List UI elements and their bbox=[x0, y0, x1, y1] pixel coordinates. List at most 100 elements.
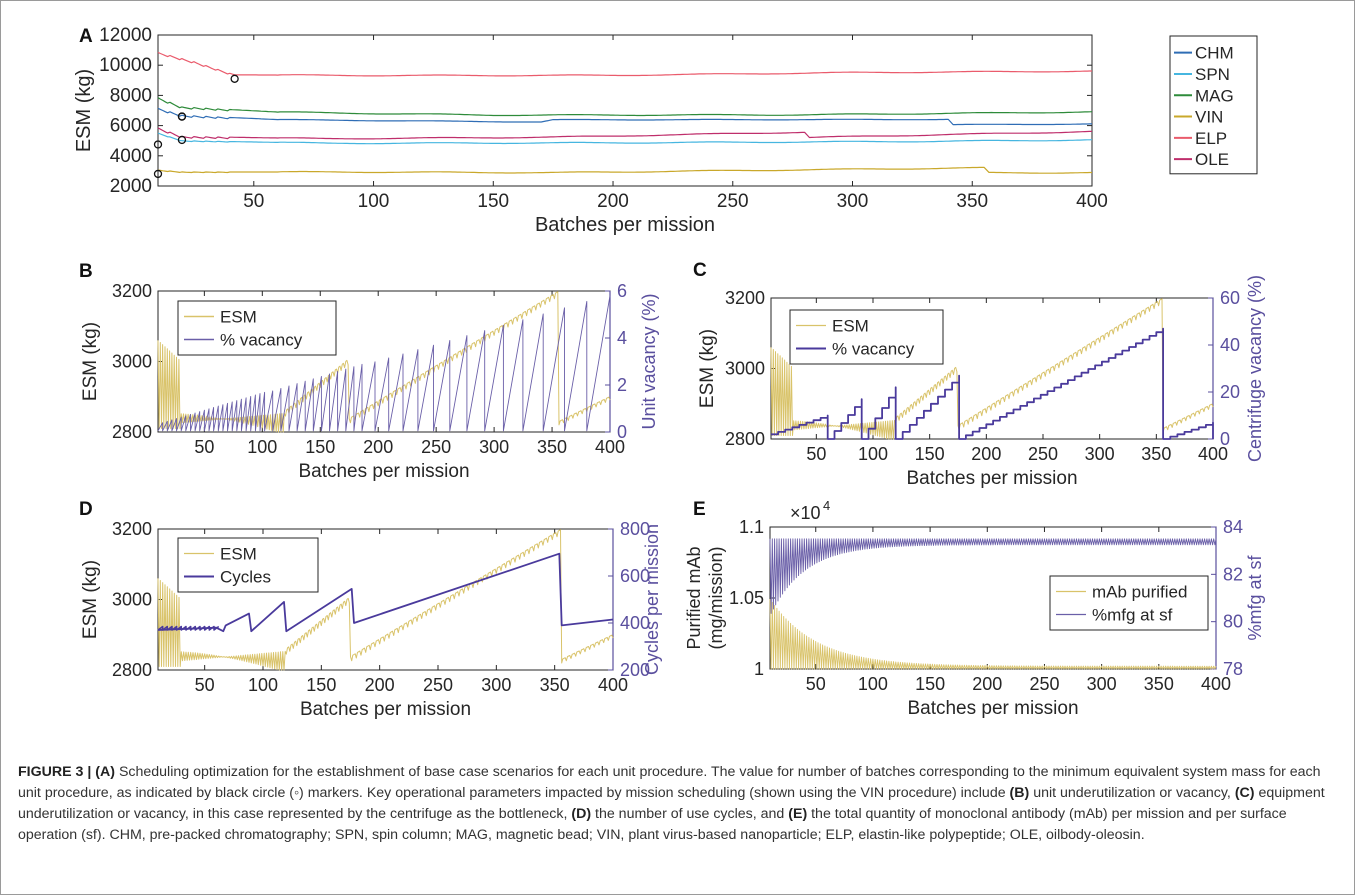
x-tick-label-b: 250 bbox=[421, 437, 451, 457]
series-line-chm bbox=[157, 107, 1092, 126]
x-tick-label-e: 200 bbox=[972, 674, 1002, 694]
legend-label: %mfg at sf bbox=[1092, 606, 1173, 625]
y-tick-label-a: 4000 bbox=[110, 146, 152, 167]
y-axis-exponent-e: ×10 bbox=[790, 503, 821, 523]
y2-axis-label-d: Cycles per mission bbox=[642, 524, 662, 675]
y2-tick-label-b: 6 bbox=[617, 281, 627, 301]
caption-text-d: the number of use cycles, and bbox=[591, 806, 789, 822]
y-tick-label-b: 3200 bbox=[112, 281, 152, 301]
plot-area-a bbox=[157, 34, 1093, 187]
legend-box-d bbox=[177, 537, 319, 593]
y-tick-label-c: 3000 bbox=[725, 359, 765, 379]
min-esm-marker-mag bbox=[177, 112, 187, 121]
x-tick-label-d: 150 bbox=[306, 675, 336, 695]
y-tick-label-d: 2800 bbox=[112, 660, 152, 680]
x-tick-label-d: 400 bbox=[598, 675, 628, 695]
y2-axis-label-c: Centrifuge vacancy (%) bbox=[1245, 275, 1265, 462]
esm-line-c bbox=[770, 298, 1214, 440]
x-tick-label-e: 400 bbox=[1201, 674, 1231, 694]
y2-tick-label-c: 0 bbox=[1220, 429, 1230, 449]
y2-tick-label-c: 60 bbox=[1220, 288, 1240, 308]
panel-label-d: D bbox=[79, 499, 93, 520]
x-tick-label-c: 250 bbox=[1028, 444, 1058, 464]
x-axis-label-a: Batches per mission bbox=[535, 214, 715, 236]
caption-label-b: (B) bbox=[1009, 785, 1030, 801]
x-tick-label-b: 350 bbox=[537, 437, 567, 457]
caption-label-e: (E) bbox=[788, 806, 808, 822]
mab-purified-line-e bbox=[769, 598, 1217, 670]
y2-axis-label-b: Unit vacancy (%) bbox=[639, 293, 659, 429]
mfg-at-sf-line-e bbox=[769, 538, 1217, 614]
y2-tick-label-d: 800 bbox=[620, 519, 650, 539]
x-axis-label-e: Batches per mission bbox=[907, 698, 1078, 719]
panel-e: 50 100 150 200 250 300 350 400 1 1.05 1.1 78 80 82 84%… bbox=[684, 498, 1265, 719]
x-tick-label-c: 100 bbox=[858, 444, 888, 464]
y2-tick-label-d: 400 bbox=[620, 613, 650, 633]
y-axis-label-b: ESM (kg) bbox=[80, 322, 101, 401]
legend-label: ESM bbox=[220, 545, 257, 564]
cycles-line-d bbox=[157, 552, 614, 633]
caption-text-c: equipment underutilization or vacancy, i… bbox=[18, 785, 1325, 822]
x-tick-label-d: 50 bbox=[195, 675, 215, 695]
x-tick-label-e: 250 bbox=[1029, 674, 1059, 694]
y-tick-label-d: 3000 bbox=[112, 590, 152, 610]
series-line-elp bbox=[157, 51, 1092, 77]
y2-tick-label-b: 0 bbox=[617, 422, 627, 442]
y-tick-label-a: 12000 bbox=[99, 25, 152, 46]
x-tick-label-c: 400 bbox=[1198, 444, 1228, 464]
y2-tick-label-b: 2 bbox=[617, 375, 627, 395]
y2-tick-label-e: 84 bbox=[1223, 517, 1243, 537]
x-tick-label-d: 250 bbox=[423, 675, 453, 695]
caption-label-d: (D) bbox=[571, 806, 592, 822]
panel-label-b: B bbox=[79, 261, 93, 282]
x-tick-label-a: 300 bbox=[837, 191, 869, 212]
y-tick-label-b: 2800 bbox=[112, 422, 152, 442]
legend-label: % vacancy bbox=[832, 340, 915, 359]
y-tick-label-e: 1.1 bbox=[739, 517, 764, 537]
esm-line-b bbox=[157, 291, 611, 433]
y-tick-label-e: 1.05 bbox=[729, 588, 764, 608]
x-tick-label-d: 350 bbox=[540, 675, 570, 695]
x-tick-label-a: 150 bbox=[477, 191, 509, 212]
panel-b: 50 100 150 200 250 300 350 400 2800 3000 3200 0 2 4 6U… bbox=[79, 261, 659, 482]
x-axis-label-d: Batches per mission bbox=[300, 699, 471, 720]
x-tick-label-b: 100 bbox=[247, 437, 277, 457]
legend-label: % vacancy bbox=[220, 331, 303, 350]
legend-label-ole: OLE bbox=[1195, 150, 1229, 169]
y2-tick-label-b: 4 bbox=[617, 328, 627, 348]
legend-box-c bbox=[789, 309, 944, 365]
x-tick-label-d: 200 bbox=[365, 675, 395, 695]
legend-label-elp: ELP bbox=[1195, 129, 1227, 148]
legend-label: ESM bbox=[832, 317, 869, 336]
min-esm-marker-vin bbox=[153, 169, 163, 179]
x-axis-label-b: Batches per mission bbox=[298, 461, 469, 482]
x-tick-label-e: 300 bbox=[1087, 674, 1117, 694]
panel-label-a: A bbox=[79, 26, 93, 47]
y-tick-label-b: 3000 bbox=[112, 352, 152, 372]
y-axis-label-e-line2: (mg/mission) bbox=[706, 546, 726, 649]
y2-tick-label-c: 40 bbox=[1220, 335, 1240, 355]
series-line-vin bbox=[157, 166, 1092, 174]
x-tick-label-b: 200 bbox=[363, 437, 393, 457]
x-tick-label-a: 350 bbox=[956, 191, 988, 212]
y-axis-label-c: ESM (kg) bbox=[697, 329, 718, 408]
caption-text-a: Scheduling optimization for the establis… bbox=[18, 764, 1321, 801]
caption-text-e: the total quantity of monoclonal antibod… bbox=[18, 806, 1287, 843]
x-tick-label-c: 350 bbox=[1141, 444, 1171, 464]
legend-box-a bbox=[1169, 35, 1258, 175]
y-axis-label-a: ESM (kg) bbox=[73, 69, 95, 152]
legend-label-vin: VIN bbox=[1195, 108, 1223, 127]
x-tick-label-e: 150 bbox=[915, 674, 945, 694]
legend-label-spn: SPN bbox=[1195, 65, 1230, 84]
y2-tick-label-d: 600 bbox=[620, 566, 650, 586]
y2-tick-label-d: 200 bbox=[620, 660, 650, 680]
y-axis-label-e-line1: Purified mAb bbox=[684, 546, 704, 649]
y-tick-label-a: 6000 bbox=[110, 116, 152, 137]
x-tick-label-b: 150 bbox=[305, 437, 335, 457]
y2-axis-label-e: %mfg at sf bbox=[1245, 554, 1265, 640]
caption-text-b: unit underutilization or vacancy, bbox=[1029, 785, 1235, 801]
y-tick-label-e: 1 bbox=[754, 659, 764, 679]
caption-label-a: (A) bbox=[95, 764, 115, 780]
vacancy-line-b bbox=[157, 295, 611, 432]
y-axis-exponent-power-e: 4 bbox=[823, 498, 830, 513]
